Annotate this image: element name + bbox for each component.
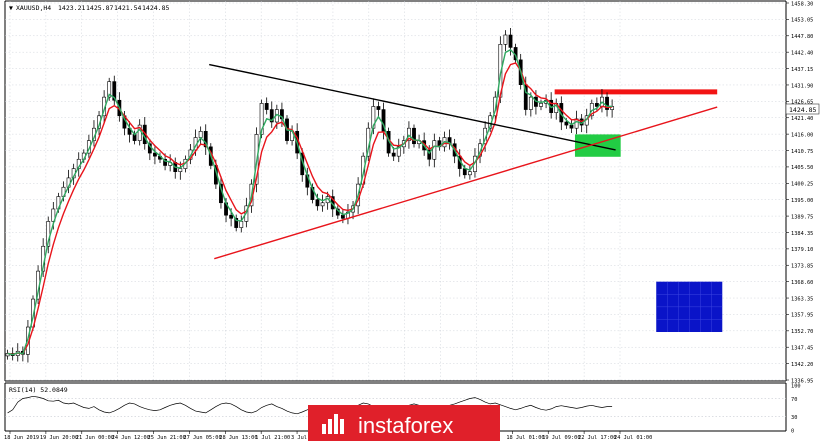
price-tick-label: 1368.60: [791, 280, 813, 286]
candle-bear: [508, 34, 513, 48]
price-tick-label: 1384.35: [791, 231, 813, 237]
price-tick-label: 1357.95: [791, 313, 813, 319]
price-tick-label: 1447.80: [791, 34, 813, 40]
current-price-label: 1424.85: [789, 106, 816, 114]
candle-bear: [594, 103, 599, 107]
price-tick-label: 1347.45: [791, 346, 813, 352]
drawn-boxes: [554, 89, 723, 333]
candle-bull: [178, 168, 183, 172]
current-price-box: [785, 103, 820, 115]
rsi-label: RSI(14) 52.0849: [9, 386, 68, 394]
price-tick-label: 1363.35: [791, 296, 813, 302]
price-tick-label: 1437.15: [791, 67, 813, 73]
ohlc-open: 1423.21: [58, 4, 85, 12]
candle-bull: [467, 171, 472, 176]
time-tick-label: 19 Jul 09:00: [542, 435, 580, 441]
candle-bear: [412, 127, 416, 145]
candle-bear: [112, 81, 117, 101]
time-tick-label: 25 Jun 21:00: [148, 435, 186, 441]
price-tick-label: 1426.65: [791, 100, 813, 106]
candle-bear: [391, 152, 396, 157]
moving-averages: [7, 48, 613, 356]
price-tick-label: 1416.00: [791, 132, 813, 138]
watermark-text: instaforex: [358, 413, 453, 438]
candle-bear: [234, 217, 239, 228]
time-tick-label: 27 Jun 05:00: [183, 435, 221, 441]
candle-bull: [432, 140, 437, 160]
price-tick-label: 1389.75: [791, 214, 813, 220]
price-tick-label: 1421.40: [791, 116, 813, 122]
candle-bear: [315, 199, 320, 207]
price-tick-label: 1352.70: [791, 329, 813, 335]
price-tick-label: 1400.25: [791, 182, 813, 188]
time-tick-label: 22 Jul 17:00: [578, 435, 616, 441]
symbol-caption: XAUUSD,H4: [16, 4, 51, 12]
chart-menu-arrow-icon[interactable]: ▼: [9, 4, 13, 12]
rsi-level-label: 70: [791, 397, 797, 403]
instaforex-logo-icon: [322, 414, 344, 434]
candle-bull: [51, 208, 56, 222]
candle-bull: [239, 221, 244, 228]
price-tick-label: 1342.20: [791, 362, 813, 368]
candle-bear: [264, 103, 269, 110]
time-tick-label: 18 Jul 01:00: [506, 435, 544, 441]
candle-bull: [539, 103, 543, 107]
price-tick-label: 1442.40: [791, 50, 813, 56]
candle-bear: [163, 158, 167, 166]
candle-bear: [462, 168, 467, 176]
instaforex-watermark: instaforex: [308, 405, 500, 441]
price-tick-label: 1405.50: [791, 165, 813, 171]
price-tick-label: 1373.85: [791, 264, 813, 270]
price-tick-label: 1431.90: [791, 83, 813, 89]
moving-average-red: [7, 62, 613, 355]
price-axis: 1458.30 1453.05 1447.80 1442.40 1437.15 1431.…: [786, 1, 813, 384]
rsi-level-label: 0: [791, 428, 794, 434]
price-tick-label: 1336.95: [791, 378, 813, 384]
candle-bull: [503, 34, 508, 45]
time-tick-label: 18 Jun 2019: [4, 435, 39, 441]
candle-bear: [605, 96, 609, 110]
candle-bear: [203, 131, 208, 148]
candle-bull: [396, 146, 401, 157]
candle-bear: [153, 152, 157, 157]
candle-bull: [320, 202, 325, 207]
ohlc-low: 1421.54: [114, 4, 141, 12]
rsi-level-label: 100: [791, 383, 801, 389]
rsi-level-label: 30: [791, 415, 797, 421]
time-tick-label: 24 Jul 01:00: [614, 435, 652, 441]
price-tick-label: 1458.30: [791, 1, 813, 7]
ohlc-high: 1425.87: [86, 4, 113, 12]
candle-bear: [376, 106, 381, 110]
candle-bull: [610, 106, 615, 110]
trendline-ascending: [214, 106, 718, 260]
price-tick-label: 1379.10: [791, 247, 813, 253]
time-tick-label: 19 Jun 20:00: [40, 435, 78, 441]
moving-average-green: [7, 48, 613, 356]
price-tick-label: 1410.75: [791, 149, 813, 155]
trendline-descending: [209, 63, 616, 151]
time-tick-label: 21 Jun 00:00: [76, 435, 114, 441]
candle-bear: [340, 214, 345, 219]
candle-bear: [229, 214, 234, 219]
candle-bull: [107, 81, 112, 98]
ohlc-close: 1424.85: [142, 4, 169, 12]
candle-bear: [269, 109, 274, 123]
time-tick-label: 24 Jun 12:00: [112, 435, 150, 441]
candle-bear: [564, 121, 569, 126]
candle-bear: [569, 124, 574, 129]
time-tick-label: 1 Jul 21:00: [255, 435, 290, 441]
candle-bull: [198, 131, 203, 138]
time-tick-label: 28 Jun 13:00: [219, 435, 257, 441]
price-tick-label: 1395.00: [791, 198, 813, 204]
candle-bull: [528, 96, 533, 110]
price-tick-label: 1453.05: [791, 18, 813, 24]
trendlines: [209, 63, 718, 260]
